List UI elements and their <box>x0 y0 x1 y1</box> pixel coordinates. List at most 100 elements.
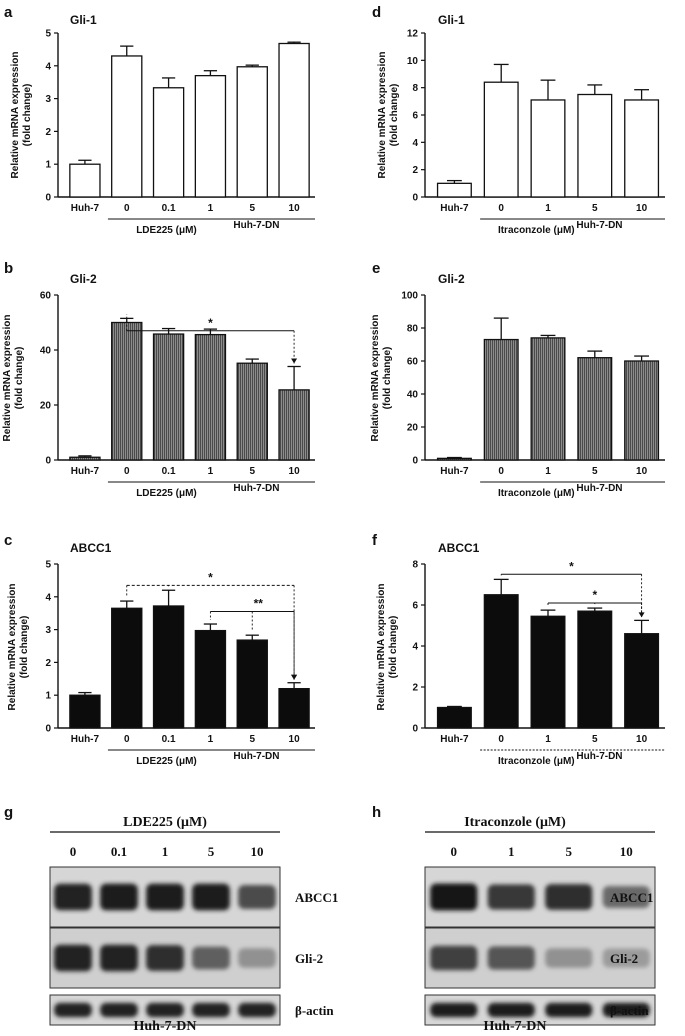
chart-panel-d: d Gli-1 Relative mRNA expression(fold chan… <box>372 4 665 236</box>
sig-label: * <box>208 316 213 330</box>
lane-label: 1 <box>162 844 169 859</box>
y-tick-label: 10 <box>407 56 419 67</box>
y-axis-label: Relative mRNA expression(fold change) <box>10 52 33 179</box>
blot-band <box>487 946 535 970</box>
blot-panel-g: g LDE225 (μM) 0 0.1 1 5 10 ABCC1 Gli-2 β-actin Huh… <box>4 804 338 1034</box>
x-tick-label: 10 <box>636 466 648 477</box>
y-axis-label-line2: (fold change) <box>389 84 400 147</box>
blot-cell-line-label: Huh-7-DN <box>133 1019 196 1034</box>
blot-band <box>602 885 650 909</box>
x-tick-label: 1 <box>208 203 214 214</box>
panel-label: a <box>4 4 13 21</box>
bar <box>236 639 268 729</box>
bar <box>111 607 143 729</box>
bar <box>111 55 143 198</box>
group-label: Huh-7-DN <box>233 751 279 762</box>
blot-band <box>602 948 650 968</box>
bar <box>278 42 310 198</box>
y-axis-label-line2: (fold change) <box>382 347 393 410</box>
y-tick-label: 0 <box>45 456 51 467</box>
lane-label: 10 <box>251 844 264 859</box>
chart-title: Gli-1 <box>438 13 465 27</box>
x-tick-label: 0.1 <box>162 203 176 214</box>
chart-panel-a: a Gli-1 Relative mRNA expression(fold chan… <box>4 4 315 236</box>
y-tick-label: 0 <box>412 193 418 204</box>
lane-label: 0.1 <box>111 844 127 859</box>
y-axis-label-line1: Relative mRNA expression <box>377 52 388 179</box>
panel-label: g <box>4 804 13 821</box>
x-tick-label: 0 <box>124 466 130 477</box>
bar <box>530 99 566 198</box>
bar <box>152 333 185 461</box>
panel-label: b <box>4 260 13 277</box>
lane-label: 1 <box>508 844 515 859</box>
treatment-label: LDE225 (μM) <box>136 488 197 499</box>
x-tick-label: Huh-7 <box>440 203 469 214</box>
x-tick-label: 5 <box>592 734 598 745</box>
x-tick-label: 5 <box>249 734 255 745</box>
bar <box>483 338 519 461</box>
sig-arrowhead <box>291 674 298 680</box>
chart-panel-b: b Gli-2 Relative mRNA expression(fold chan… <box>2 260 315 499</box>
y-tick-label: 3 <box>45 625 51 636</box>
y-tick-label: 0 <box>45 193 51 204</box>
bar <box>69 163 101 198</box>
y-tick-label: 0 <box>412 724 418 735</box>
y-tick-label: 40 <box>40 346 52 357</box>
x-tick-label: 0 <box>124 734 130 745</box>
sig-label: * <box>592 588 597 602</box>
blot-treatment-label: LDE225 (μM) <box>123 815 207 830</box>
bar <box>577 93 613 198</box>
treatment-label: LDE225 (μM) <box>136 756 197 767</box>
x-tick-label: 0.1 <box>162 466 176 477</box>
x-tick-label: Huh-7 <box>71 734 100 745</box>
y-tick-label: 12 <box>407 29 419 40</box>
x-tick-label: 1 <box>545 203 551 214</box>
x-tick-label: 10 <box>289 734 301 745</box>
y-tick-label: 4 <box>45 592 51 603</box>
group-label: Huh-7-DN <box>233 483 279 494</box>
blot-treatment-label: Itraconzole (μM) <box>464 815 566 830</box>
lane-label: 5 <box>566 844 573 859</box>
y-tick-label: 6 <box>412 111 418 122</box>
x-tick-label: Huh-7 <box>71 466 100 477</box>
blot-band <box>238 885 276 909</box>
bar <box>624 360 660 461</box>
bar <box>194 333 227 461</box>
bar <box>577 357 613 461</box>
y-tick-label: 2 <box>45 127 51 138</box>
blot-band <box>602 1002 650 1018</box>
band-label: Gli-2 <box>295 951 323 966</box>
blot-band <box>100 944 138 972</box>
y-axis-label-line1: Relative mRNA expression <box>376 584 387 711</box>
sig-label: ** <box>254 597 264 611</box>
y-tick-label: 60 <box>407 357 419 368</box>
sig-arrowhead <box>291 358 298 364</box>
y-tick-label: 4 <box>412 642 418 653</box>
x-tick-label: 5 <box>249 203 255 214</box>
panel-label: e <box>372 260 380 277</box>
x-tick-label: 1 <box>208 466 214 477</box>
x-tick-label: 1 <box>545 466 551 477</box>
bar <box>278 687 310 729</box>
y-tick-label: 4 <box>45 61 51 72</box>
bar <box>624 633 660 729</box>
y-axis-label: Relative mRNA expression(fold change) <box>376 584 399 711</box>
blot-band <box>430 1002 478 1018</box>
chart-title: Gli-2 <box>438 272 465 286</box>
panel-label: c <box>4 532 12 549</box>
treatment-label: LDE225 (μM) <box>136 225 197 236</box>
x-tick-label: Huh-7 <box>440 466 469 477</box>
chart-title: Gli-2 <box>70 272 97 286</box>
y-tick-label: 8 <box>412 83 418 94</box>
y-tick-label: 80 <box>407 324 419 335</box>
bar <box>483 594 519 729</box>
x-tick-label: 5 <box>249 466 255 477</box>
chart-title: ABCC1 <box>70 541 112 555</box>
bar <box>577 610 613 729</box>
y-tick-label: 4 <box>412 138 418 149</box>
sig-label: * <box>208 570 213 584</box>
bar <box>111 321 143 461</box>
blot-band <box>192 1002 230 1018</box>
